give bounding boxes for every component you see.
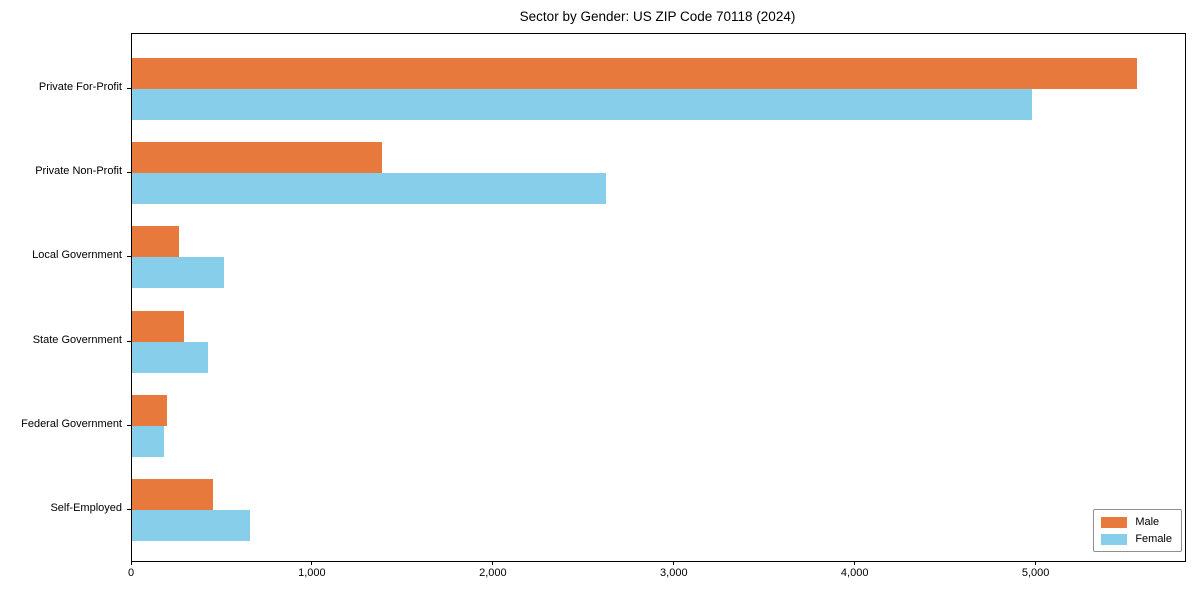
chart-title: Sector by Gender: US ZIP Code 70118 (202… xyxy=(519,9,796,24)
y-axis-label-3: Local Government xyxy=(32,249,122,262)
bar-female-4 xyxy=(132,341,208,373)
legend: Male Female xyxy=(1093,509,1182,552)
legend-item-female: Female xyxy=(1101,533,1172,545)
y-tick-mark xyxy=(127,424,131,426)
bar-female-1 xyxy=(132,89,1033,120)
legend-swatch-female xyxy=(1101,533,1128,545)
y-axis-label-4: State Government xyxy=(32,333,122,346)
legend-item-male: Male xyxy=(1101,516,1172,528)
bar-female-2 xyxy=(132,173,606,205)
bar-female-3 xyxy=(132,257,225,289)
x-axis-label-6: 5,000 xyxy=(1021,567,1050,579)
x-tick-mark xyxy=(130,561,132,565)
x-tick-mark xyxy=(854,561,856,565)
bar-male-5 xyxy=(132,394,168,426)
x-axis-label-5: 4,000 xyxy=(840,567,869,579)
bar-male-4 xyxy=(132,310,184,342)
x-axis-label-2: 1,000 xyxy=(298,567,326,579)
y-tick-mark xyxy=(127,256,131,258)
bar-female-6 xyxy=(132,510,250,541)
bar-male-1 xyxy=(132,58,1138,89)
bar-female-5 xyxy=(132,425,164,457)
y-tick-mark xyxy=(127,509,131,510)
y-axis-label-6: Self-Employed xyxy=(50,502,122,514)
legend-swatch-male xyxy=(1101,516,1128,528)
x-tick-mark xyxy=(311,561,313,565)
y-tick-mark xyxy=(127,172,131,174)
bar-male-2 xyxy=(132,142,382,174)
legend-label: Male xyxy=(1135,516,1160,528)
bar-male-6 xyxy=(132,479,213,510)
bar-male-3 xyxy=(132,226,179,258)
x-axis-label-4: 3,000 xyxy=(660,567,688,579)
x-tick-mark xyxy=(673,561,675,565)
plot-area: Male Female xyxy=(131,33,1186,562)
y-tick-mark xyxy=(127,88,131,89)
x-axis-label-3: 2,000 xyxy=(479,567,507,579)
y-axis-label-2: Private Non-Profit xyxy=(35,165,122,178)
y-axis-label-1: Private For-Profit xyxy=(38,81,122,93)
x-axis-label-1: 0 xyxy=(127,567,135,579)
legend-label: Female xyxy=(1135,533,1172,545)
y-axis-label-5: Federal Government xyxy=(21,417,122,430)
x-tick-mark xyxy=(492,561,494,565)
x-tick-mark xyxy=(1035,561,1037,565)
y-tick-mark xyxy=(127,340,131,342)
